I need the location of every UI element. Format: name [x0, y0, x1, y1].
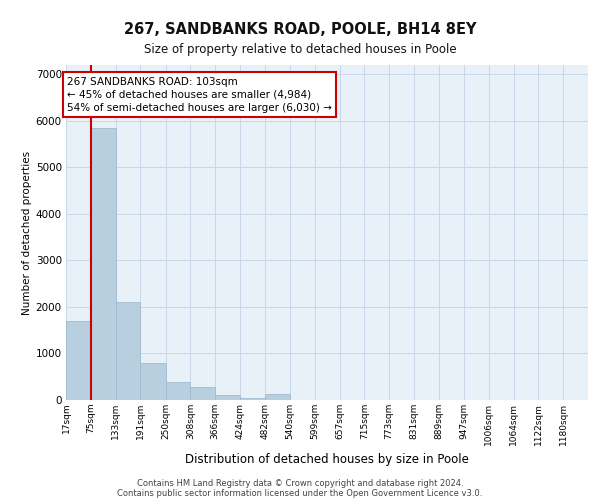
Bar: [140, 363, 166, 400]
Bar: [66, 321, 91, 400]
Bar: [190, 388, 215, 400]
Y-axis label: Number of detached properties: Number of detached properties: [22, 150, 32, 314]
Text: Contains HM Land Registry data © Crown copyright and database right 2024.: Contains HM Land Registry data © Crown c…: [137, 478, 463, 488]
Text: 267 SANDBANKS ROAD: 103sqm
← 45% of detached houses are smaller (4,984)
54% of s: 267 SANDBANKS ROAD: 103sqm ← 45% of deta…: [67, 76, 332, 113]
Bar: [91, 128, 116, 400]
X-axis label: Distribution of detached houses by size in Poole: Distribution of detached houses by size …: [185, 453, 469, 466]
Bar: [116, 302, 140, 400]
Bar: [215, 396, 240, 400]
Bar: [166, 382, 190, 400]
Bar: [240, 398, 265, 400]
Text: Size of property relative to detached houses in Poole: Size of property relative to detached ho…: [143, 42, 457, 56]
Text: 267, SANDBANKS ROAD, POOLE, BH14 8EY: 267, SANDBANKS ROAD, POOLE, BH14 8EY: [124, 22, 476, 38]
Bar: [265, 394, 290, 400]
Text: Contains public sector information licensed under the Open Government Licence v3: Contains public sector information licen…: [118, 488, 482, 498]
